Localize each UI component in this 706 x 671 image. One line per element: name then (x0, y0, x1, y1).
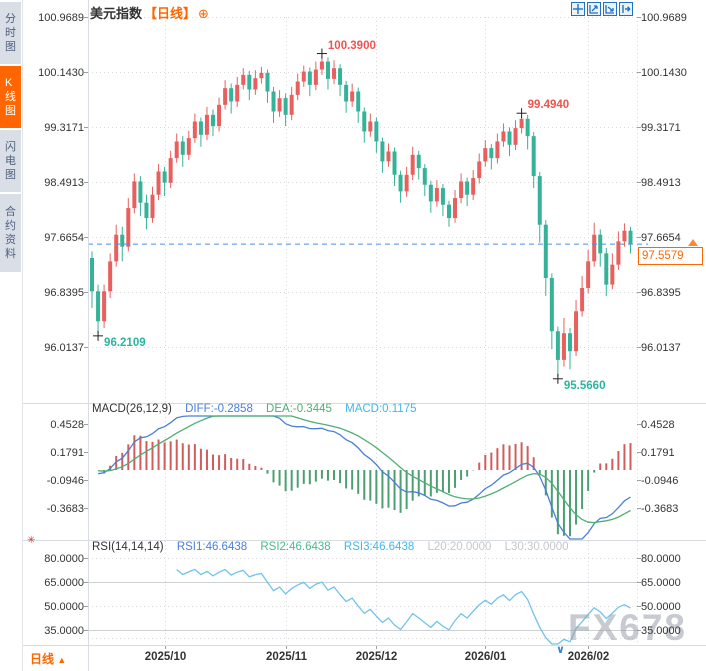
indicator-alert-icon: ✳ (27, 535, 36, 546)
axis-tick-label: 96.0137 (641, 341, 681, 354)
axis-tick-label: 2025/10 (144, 651, 187, 663)
period-selector[interactable]: 日线 ▲ (30, 650, 66, 667)
sidebar-item-contract-info[interactable]: 合约资料 (0, 194, 21, 274)
rsi-l30-value: L30:30.0000 (504, 541, 569, 553)
axis-tick-label: 96.8395 (44, 286, 84, 299)
macd-hist-value: MACD:0.1175 (345, 403, 417, 415)
axis-tick-label: 50.0000 (44, 600, 84, 613)
axis-tick-label: 2025/11 (266, 651, 307, 663)
price-extreme-annotation: 100.3900 (327, 39, 376, 52)
axis-tick-label: 0.4528 (50, 418, 84, 431)
price-extreme-annotation: 96.2109 (104, 336, 146, 349)
watermark: FX678 (568, 607, 688, 648)
sidebar-item-label: 分时图 (5, 13, 16, 53)
axis-tick-label: -0.3683 (641, 502, 679, 515)
axis-tick-label: 99.3171 (44, 121, 84, 134)
axis-tick-label: 99.3171 (641, 121, 681, 134)
axis-tick-label: 97.6654 (44, 231, 84, 244)
axis-tick-label: 80.0000 (641, 552, 681, 565)
axis-tick-label: 100.1430 (641, 66, 687, 79)
axis-tick-label: -0.0946 (46, 474, 84, 487)
axis-tick-label: 2026/02 (567, 651, 610, 663)
axis-tick-label: 0.1791 (50, 446, 84, 459)
rsi3-value: RSI3:46.6438 (343, 541, 415, 553)
axis-tick-label: -0.0946 (641, 474, 679, 487)
axis-tick-label: 98.4913 (44, 176, 84, 189)
symbol-name: 美元指数 (90, 6, 143, 21)
candles-layer (90, 55, 633, 377)
fit-region-icon[interactable] (587, 2, 601, 16)
axis-tick-label: 0.4528 (641, 418, 675, 431)
price-up-arrow-icon (688, 239, 698, 246)
pan-right-icon[interactable] (619, 2, 633, 16)
axis-tick-label: 35.0000 (641, 624, 681, 637)
price-extreme-annotation: 95.5660 (563, 379, 606, 392)
sidebar-item-time-chart[interactable]: 分时图 (0, 2, 21, 66)
sidebar-item-flash-chart[interactable]: 闪电图 (0, 130, 21, 194)
macd-title: MACD(26,12,9) (92, 403, 172, 415)
axis-tick-label: 100.1430 (38, 66, 84, 79)
axis-tick-label: 97.6654 (641, 231, 681, 244)
axis-tick-label: 65.0000 (44, 576, 84, 589)
macd-dea-value: DEA:-0.3445 (266, 403, 332, 415)
period-arrow-icon: ▲ (57, 655, 67, 665)
axis-tick-label: 100.9689 (38, 11, 84, 24)
macd-histogram-layer (103, 435, 632, 537)
chart-title: 美元指数 【日线】 ⊕ (90, 3, 209, 22)
axis-tick-label: 50.0000 (641, 600, 681, 613)
rsi-l20-value: L20:20.0000 (427, 541, 492, 553)
axis-tick-label: 2025/12 (355, 651, 398, 663)
axis-tick-label: 35.0000 (44, 624, 84, 637)
rsi1-value: RSI1:46.6438 (176, 541, 248, 553)
axis-tick-label: 2026/01 (464, 651, 507, 663)
fit-scale-icon[interactable] (603, 2, 617, 16)
axis-tick-label: 100.9689 (641, 11, 687, 24)
chart-toolbar (571, 2, 633, 16)
axis-tick-label: 96.8395 (641, 286, 681, 299)
axis-tick-label: 65.0000 (641, 576, 681, 589)
period-badge: 【日线】 (144, 6, 197, 21)
axis-tick-label: -0.3683 (46, 502, 84, 515)
price-extreme-annotation: 99.4940 (527, 99, 570, 112)
axis-tick-label: 0.1791 (641, 446, 675, 459)
add-indicator-icon[interactable]: ⊕ (198, 6, 209, 21)
period-label: 日线 (30, 652, 55, 666)
rsi2-value: RSI2:46.6438 (260, 541, 331, 553)
macd-diff-value: DIFF:-0.2858 (185, 403, 253, 415)
sidebar-item-label: 合约资料 (5, 206, 16, 260)
rsi-title: RSI(14,14,14) (92, 541, 164, 553)
axis-tick-label: 80.0000 (44, 552, 84, 565)
macd-header: MACD(26,12,9) DIFF:-0.2858 DEA:-0.3445 M… (92, 403, 427, 415)
axis-event-marker-icon: ∨ (556, 644, 565, 656)
current-price-tag: 97.5579 (638, 247, 703, 265)
rsi-header: RSI(14,14,14) RSI1:46.6438 RSI2:46.6438 … (92, 541, 579, 553)
sidebar-item-label: 闪电图 (5, 141, 16, 181)
crosshair-icon[interactable] (571, 2, 585, 16)
axis-tick-label: 96.0137 (44, 341, 84, 354)
axis-tick-label: 98.4913 (641, 176, 681, 189)
